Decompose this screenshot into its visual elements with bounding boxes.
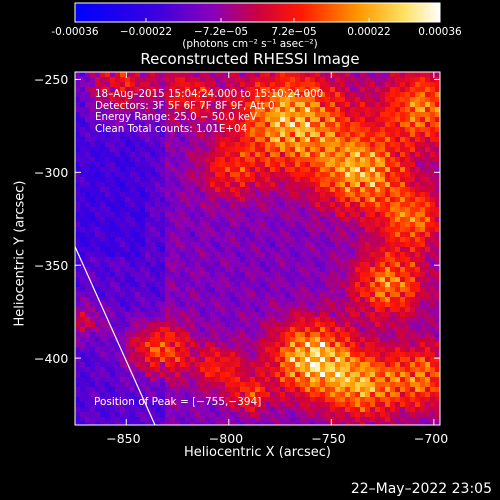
y-tick-label: −300 (34, 165, 69, 181)
colorbar-tick-label: −7.2e−05 (193, 26, 249, 38)
axis-tick-marks (75, 72, 440, 425)
annotation-line: Energy Range: 25.0 − 50.0 keV (95, 111, 257, 123)
x-tick-label: −850 (106, 431, 141, 446)
footer-timestamp: 22–May–2022 23:05 (350, 481, 492, 497)
y-tick-label: −350 (34, 258, 69, 274)
y-tick-label: −400 (34, 351, 69, 367)
peak-position-label: Position of Peak = [−755,−394] (94, 396, 262, 408)
heatmap-image (75, 72, 440, 425)
solar-limb-line (75, 246, 156, 425)
colorbar-tick-label: 7.2e−05 (271, 26, 317, 38)
y-tick-label: −250 (34, 72, 69, 88)
x-tick-label: −800 (208, 431, 244, 446)
colorbar-units: (photons cm⁻² s⁻¹ asec⁻²) (182, 38, 318, 50)
annotation-line: Clean Total counts: 1.01E+04 (95, 122, 248, 135)
x-tick-label: −700 (413, 431, 449, 446)
y-axis-label: Heliocentric Y (arcsec) (12, 180, 28, 327)
annotation-line: Detectors: 3F 5F 6F 7F 8F 9F, Att 0 (95, 99, 275, 112)
chart-title: Reconstructed RHESSI Image (140, 50, 360, 68)
colorbar-tick-label: 0.00036 (418, 26, 462, 38)
colorbar (74, 2, 441, 23)
plot-frame (74, 71, 441, 426)
annotation-line: 18–Aug–2015 15:04:24.000 to 15:10:24.000 (95, 88, 324, 100)
colorbar-tick-label: 0.00022 (347, 26, 391, 38)
colorbar-tick-label: -0.00036 (51, 26, 99, 38)
x-axis-label: Heliocentric X (arcsec) (184, 445, 331, 460)
x-tick-label: −750 (311, 431, 346, 446)
colorbar-tick-label: −0.00022 (119, 26, 173, 38)
colorbar-tick-marks (74, 18, 441, 22)
